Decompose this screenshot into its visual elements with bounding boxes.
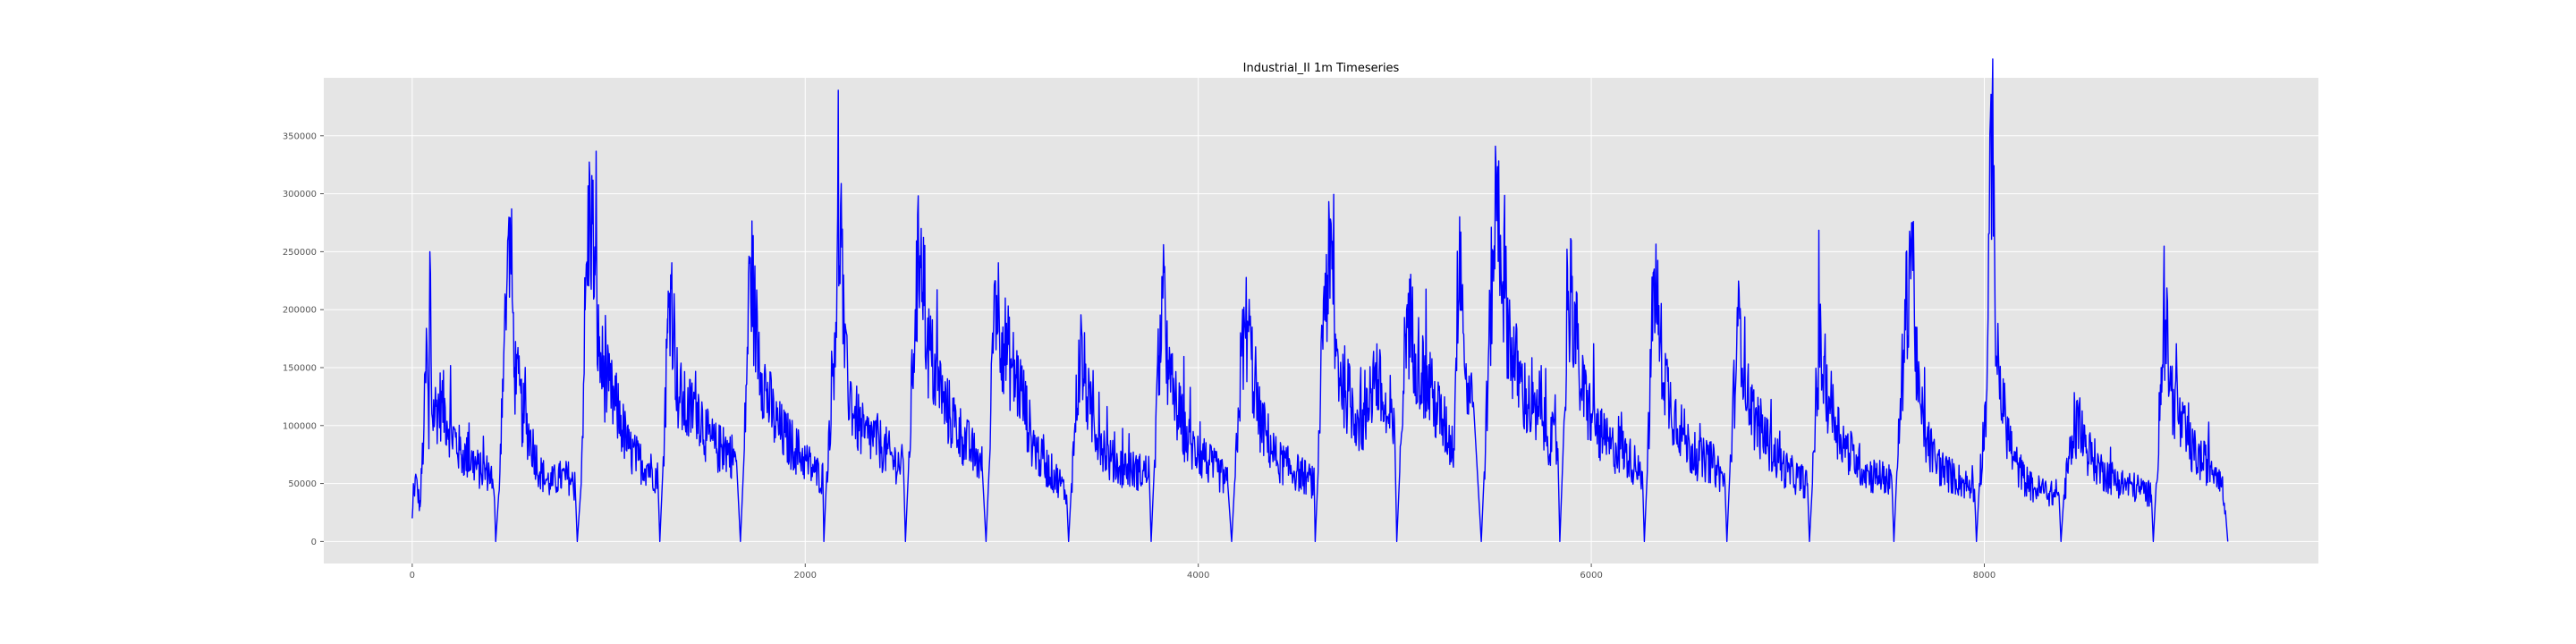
y-tick-label: 50000 — [288, 479, 317, 489]
x-tick-label: 0 — [410, 571, 415, 580]
y-tick-label: 0 — [311, 538, 317, 547]
y-tick-label: 150000 — [283, 363, 317, 373]
axis-ticks: 0 2000 4000 6000 8000 0 50000 100000 150000 20000… — [283, 131, 1996, 580]
y-tick-label: 250000 — [283, 248, 317, 258]
y-tick-label: 200000 — [283, 306, 317, 316]
plot-area — [324, 78, 2318, 564]
x-tick-label: 8000 — [1973, 571, 1996, 580]
chart-title: Industrial_II 1m Timeseries — [1243, 62, 1400, 75]
x-tick-label: 2000 — [794, 571, 817, 580]
series-line — [411, 58, 2229, 543]
x-tick-label: 6000 — [1580, 571, 1602, 580]
y-tick-label: 350000 — [283, 131, 317, 141]
y-tick-label: 300000 — [283, 190, 317, 199]
y-tick-label: 100000 — [283, 421, 317, 431]
x-tick-label: 4000 — [1187, 571, 1209, 580]
